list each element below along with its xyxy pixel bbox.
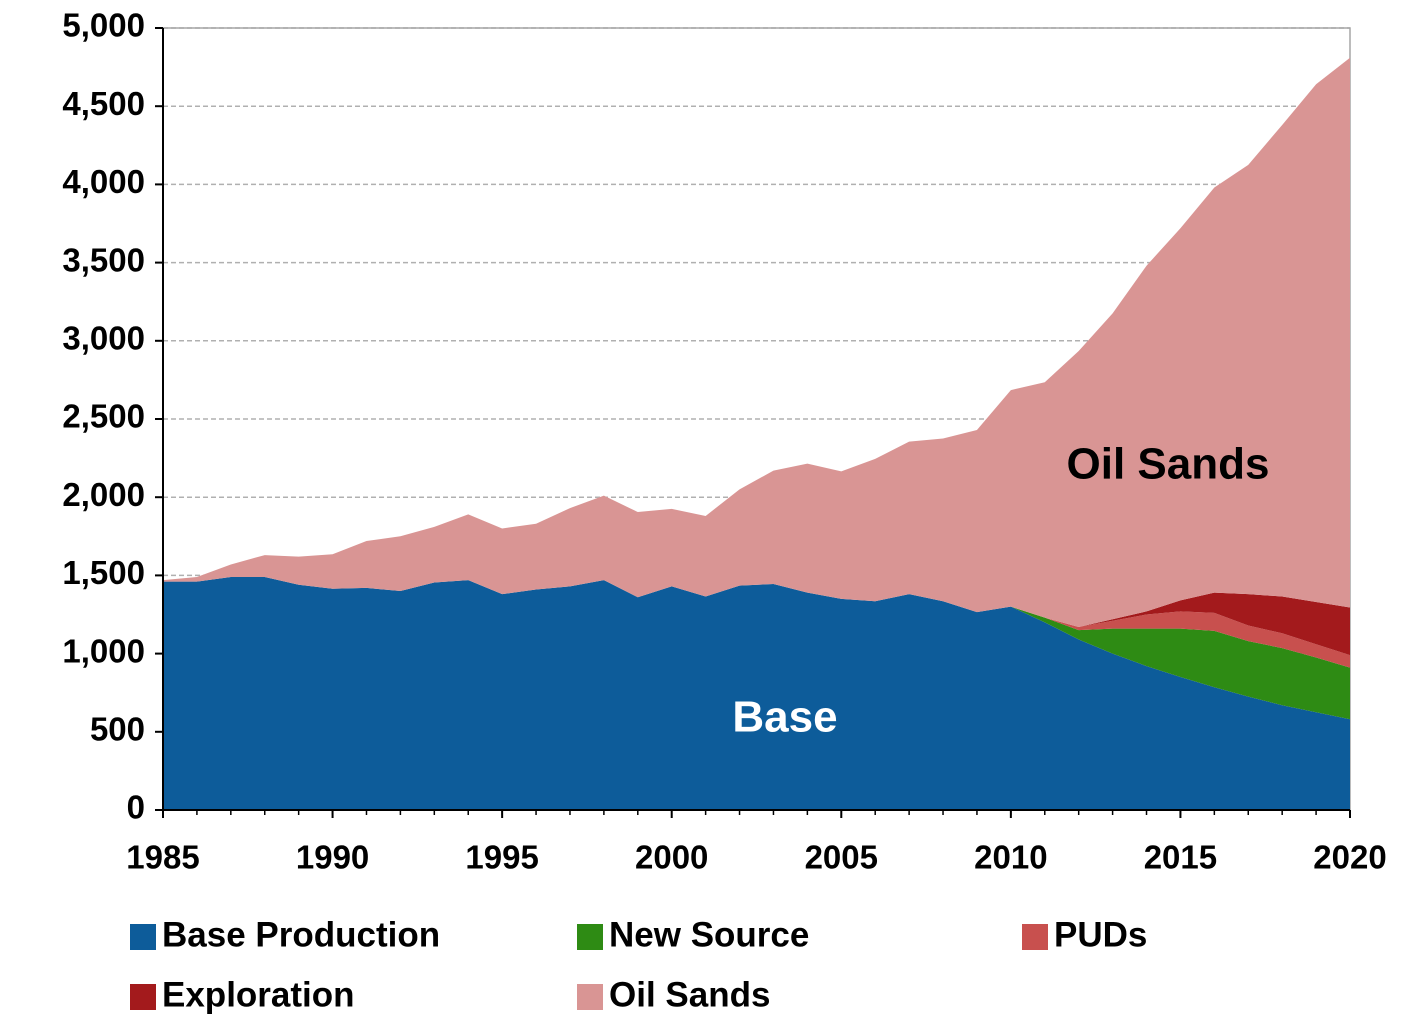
- legend-swatch: [1022, 924, 1048, 950]
- legend-label: Base Production: [162, 915, 440, 954]
- x-tick-label: 2010: [974, 839, 1047, 876]
- y-tick-label: 4,500: [62, 85, 145, 122]
- y-tick-label: 4,000: [62, 163, 145, 200]
- area: [163, 576, 1350, 720]
- legend-label: PUDs: [1054, 915, 1147, 954]
- y-tick-label: 3,000: [62, 320, 145, 357]
- area: [163, 57, 1350, 628]
- x-tick-label: 2005: [805, 839, 878, 876]
- y-tick-label: 0: [127, 789, 145, 826]
- legend-swatch: [577, 984, 603, 1010]
- x-tick-label: 1990: [296, 839, 369, 876]
- area: [163, 576, 1350, 668]
- x-tick-label: 1995: [465, 839, 538, 876]
- y-tick-label: 2,000: [62, 476, 145, 513]
- x-tick-label: 2020: [1313, 839, 1386, 876]
- annotation: Base: [732, 693, 837, 742]
- y-tick-label: 3,500: [62, 241, 145, 278]
- annotation: Oil Sands: [1067, 440, 1270, 489]
- legend-swatch: [130, 984, 156, 1010]
- x-tick-label: 1985: [126, 839, 199, 876]
- area: [163, 576, 1350, 810]
- legend-swatch: [577, 924, 603, 950]
- y-tick-label: 2,500: [62, 398, 145, 435]
- legend-label: Oil Sands: [609, 975, 770, 1014]
- legend-swatch: [130, 924, 156, 950]
- y-tick-label: 500: [90, 711, 145, 748]
- y-tick-label: 1,500: [62, 554, 145, 591]
- x-tick-label: 2015: [1144, 839, 1217, 876]
- plot-area: [162, 27, 1351, 811]
- y-tick-label: 5,000: [62, 7, 145, 44]
- legend-label: New Source: [609, 915, 809, 954]
- legend-label: Exploration: [162, 975, 355, 1014]
- x-tick-label: 2000: [635, 839, 708, 876]
- y-tick-label: 1,000: [62, 632, 145, 669]
